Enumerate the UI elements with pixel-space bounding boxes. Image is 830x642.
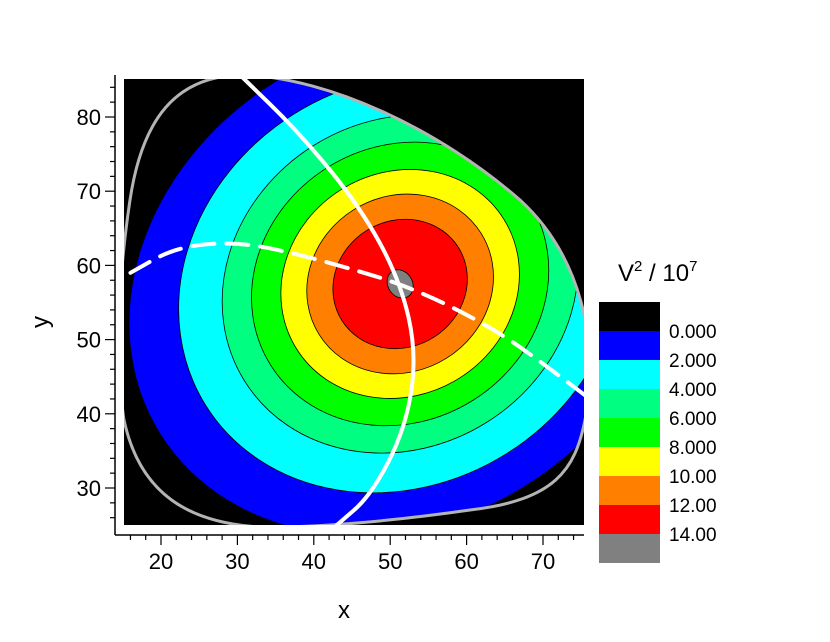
colorbar-level-label: 6.000 (669, 409, 717, 430)
y-tick-label: 70 (77, 179, 101, 204)
colorbar-level-label: 10.00 (669, 467, 717, 488)
axes: 20 30 40 50 60 70 30 40 50 60 70 80 (77, 75, 584, 574)
x-axis-title: x (338, 597, 350, 624)
colorbar-level-label: 14.00 (669, 525, 717, 546)
y-tick-label: 50 (77, 328, 101, 353)
colorbar-swatch (599, 534, 660, 563)
x-tick-label: 20 (149, 549, 173, 574)
colorbar-swatch (599, 389, 660, 418)
x-tick-label: 50 (378, 549, 402, 574)
x-tick-label: 60 (454, 549, 478, 574)
colorbar-title: V2 / 107 (618, 258, 697, 287)
colorbar-swatch (599, 331, 660, 360)
solid-curve (241, 79, 416, 525)
dashed-curve (128, 241, 584, 397)
y-tick-label: 80 (77, 105, 101, 130)
colorbar-level-label: 0.000 (669, 322, 717, 343)
colorbar-legend: 0.000 2.000 4.000 6.000 8.000 10.00 12.00 14.00… (599, 258, 717, 563)
colorbar-level-label: 4.000 (669, 380, 717, 401)
colorbar-swatch (599, 418, 660, 447)
colorbar-level-label: 12.00 (669, 496, 717, 517)
colorbar-swatch (599, 447, 660, 476)
colorbar-level-label: 2.000 (669, 351, 717, 372)
y-axis-title: y (27, 316, 54, 328)
domain-boundary (124, 79, 584, 525)
x-tick-label: 70 (531, 549, 555, 574)
plot-area (124, 79, 584, 525)
x-tick-label: 30 (225, 549, 249, 574)
y-tick-label: 30 (77, 476, 101, 501)
colorbar-level-label: 8.000 (669, 438, 717, 459)
x-tick-label: 40 (302, 549, 326, 574)
colorbar-swatch (599, 302, 660, 331)
colorbar-swatch (599, 360, 660, 389)
colorbar-swatch (599, 505, 660, 534)
y-tick-label: 40 (77, 402, 101, 427)
y-tick-label: 60 (77, 253, 101, 278)
colorbar-swatch (599, 476, 660, 505)
